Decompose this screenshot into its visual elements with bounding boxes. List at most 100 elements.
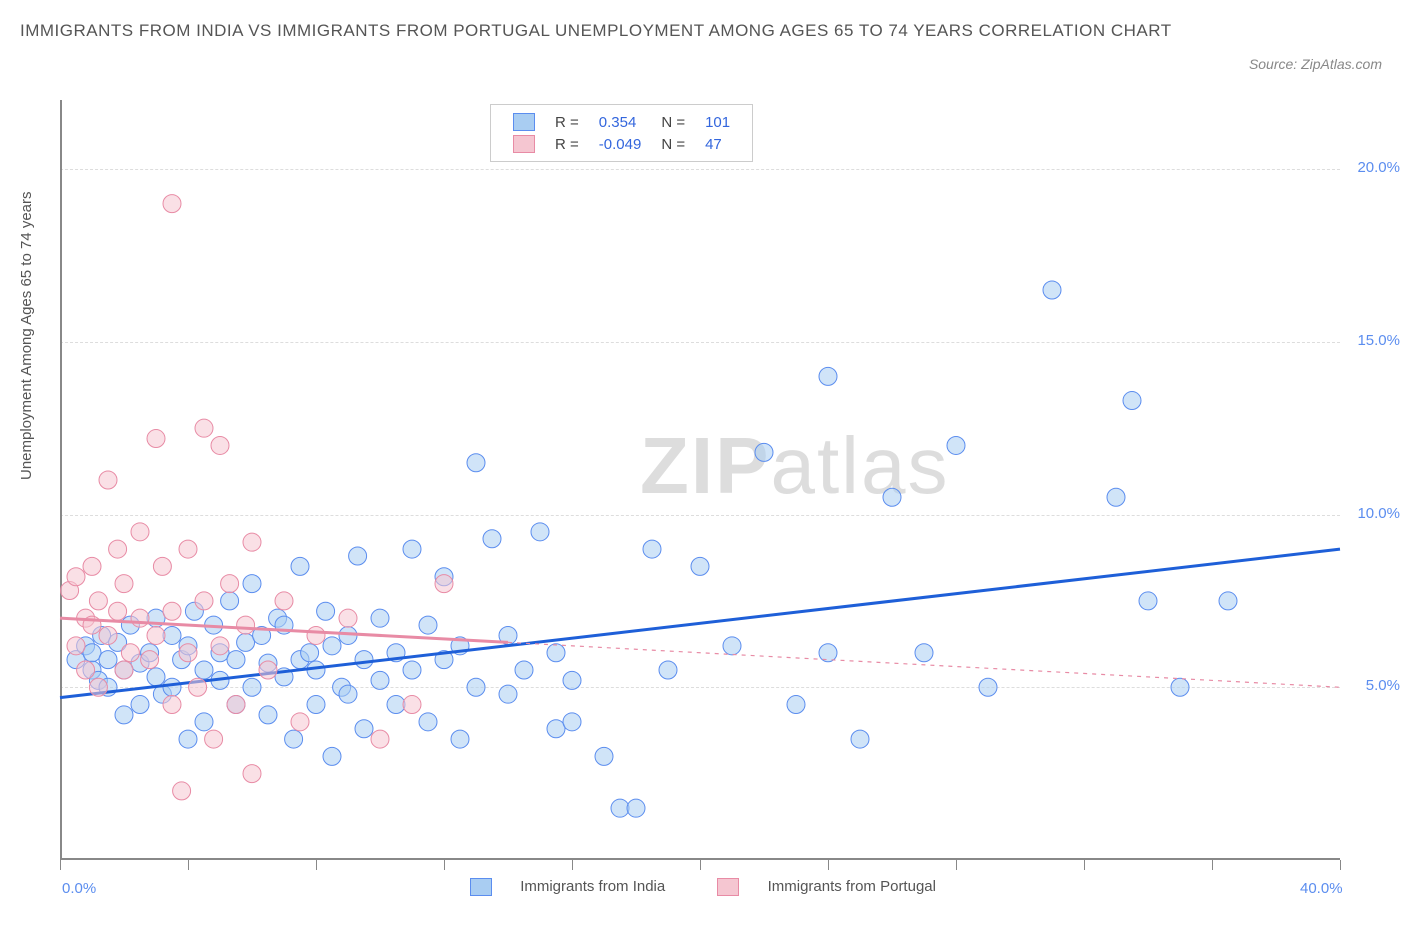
scatter-point [643,540,661,558]
scatter-point [1171,678,1189,696]
y-tick-label: 10.0% [1350,505,1400,522]
scatter-point [67,637,85,655]
scatter-point [243,678,261,696]
scatter-point [301,644,319,662]
scatter-point [147,626,165,644]
scatter-point [611,799,629,817]
scatter-point [163,696,181,714]
scatter-point [99,471,117,489]
scatter-point [371,671,389,689]
x-tick [956,860,957,870]
chart-container: IMMIGRANTS FROM INDIA VS IMMIGRANTS FROM… [0,0,1406,930]
scatter-point [755,443,773,461]
legend-swatch-india [470,878,492,896]
scatter-point [89,592,107,610]
scatter-point [115,575,133,593]
scatter-point [195,592,213,610]
scatter-point [163,626,181,644]
scatter-point [595,747,613,765]
scatter-point [451,730,469,748]
scatter-point [189,678,207,696]
scatter-point [141,651,159,669]
scatter-point [99,626,117,644]
scatter-point [153,557,171,575]
stats-n-value: 47 [695,133,740,155]
scatter-point [115,706,133,724]
scatter-point [355,720,373,738]
scatter-point [467,454,485,472]
scatter-point [275,592,293,610]
scatter-point [387,696,405,714]
x-tick [1212,860,1213,870]
x-tick [316,860,317,870]
x-tick [188,860,189,870]
scatter-point [547,644,565,662]
stats-n-value: 101 [695,111,740,133]
stats-r-label: R = [545,111,589,133]
scatter-point [659,661,677,679]
scatter-point [1219,592,1237,610]
scatter-point [483,530,501,548]
bottom-legend: Immigrants from India Immigrants from Po… [0,878,1406,896]
scatter-point [259,661,277,679]
y-tick-label: 5.0% [1350,677,1400,694]
scatter-point [163,602,181,620]
y-tick-label: 15.0% [1350,332,1400,349]
scatter-point [285,730,303,748]
stats-r-label: R = [545,133,589,155]
scatter-point [531,523,549,541]
scatter-point [339,609,357,627]
scatter-point [515,661,533,679]
stats-legend-table: R =0.354N =101R =-0.049N =47 [503,111,740,155]
y-tick-label: 20.0% [1350,159,1400,176]
legend-item-portugal: Immigrants from Portugal [705,878,948,895]
legend-swatch-portugal [717,878,739,896]
scatter-point [691,557,709,575]
x-tick [828,860,829,870]
scatter-point [291,713,309,731]
scatter-point [371,609,389,627]
stats-legend-box: R =0.354N =101R =-0.049N =47 [490,104,753,162]
source-attribution: Source: ZipAtlas.com [1249,56,1382,72]
scatter-point [819,367,837,385]
scatter-point [131,523,149,541]
scatter-point [243,533,261,551]
scatter-point [195,661,213,679]
scatter-point [173,782,191,800]
stats-r-value: 0.354 [589,111,652,133]
stats-legend-row: R =-0.049N =47 [503,133,740,155]
scatter-point [1107,488,1125,506]
scatter-point [627,799,645,817]
scatter-point [221,592,239,610]
scatter-point [355,651,373,669]
scatter-point [547,720,565,738]
scatter-point [563,713,581,731]
scatter-point [323,637,341,655]
scatter-point [243,765,261,783]
stats-n-label: N = [651,111,695,133]
scatter-point [83,557,101,575]
scatter-point [419,713,437,731]
scatter-point [147,430,165,448]
scatter-point [115,661,133,679]
scatter-point [147,668,165,686]
scatter-point [787,696,805,714]
x-tick [1084,860,1085,870]
scatter-point [83,644,101,662]
stats-r-value: -0.049 [589,133,652,155]
legend-label-india: Immigrants from India [520,878,665,895]
x-tick [444,860,445,870]
scatter-point [221,575,239,593]
scatter-point [403,696,421,714]
scatter-point [205,730,223,748]
scatter-point [467,678,485,696]
scatter-point [77,661,95,679]
scatter-point [259,706,277,724]
scatter-point [211,436,229,454]
scatter-point [109,540,127,558]
scatter-point [435,575,453,593]
scatter-point [227,651,245,669]
scatter-point [179,540,197,558]
scatter-point [1139,592,1157,610]
scatter-point [307,626,325,644]
